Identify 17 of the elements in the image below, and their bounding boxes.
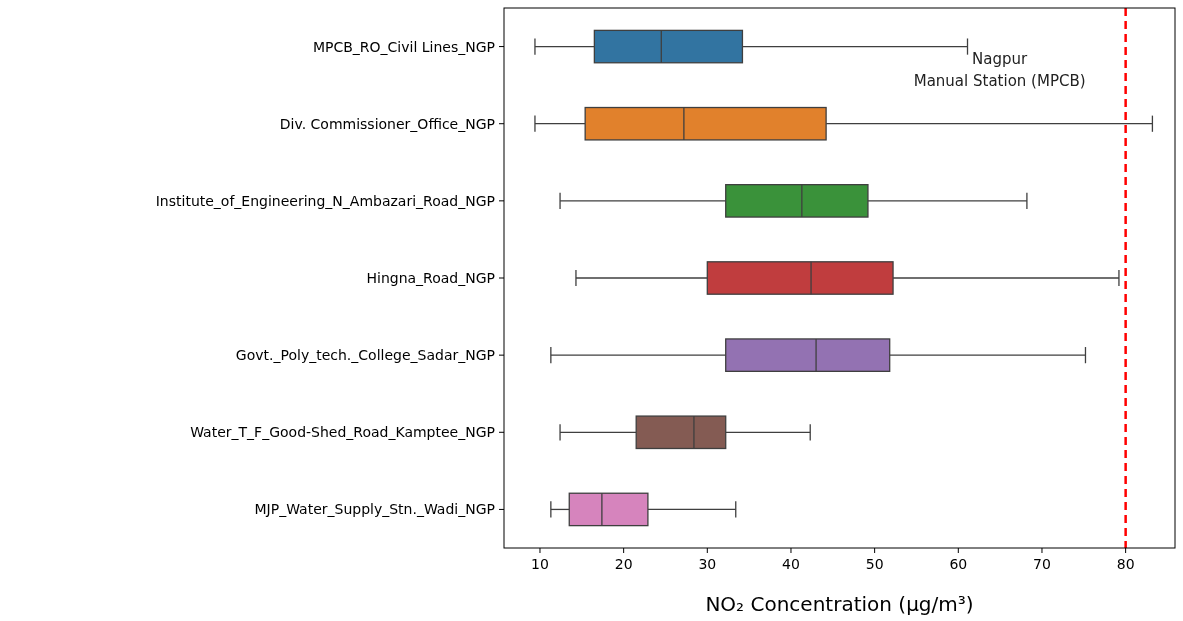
y-tick-label: MPCB_RO_Civil Lines_NGP <box>312 38 495 55</box>
x-tick-label: 60 <box>949 556 968 572</box>
y-tick-label: Water_T_F_Good-Shed_Road_Kamptee_NGP <box>190 424 495 441</box>
y-tick-label: MJP_Water_Supply_Stn._Wadi_NGP <box>254 501 495 518</box>
y-tick-label: Div. Commissioner_Office_NGP <box>279 115 495 132</box>
x-axis-title: NO₂ Concentration (μg/m³) <box>705 592 974 616</box>
ref-line-label: Nagpur Manual Station (MPCB) <box>913 50 1086 90</box>
x-tick-label: 50 <box>865 556 884 572</box>
y-tick-label: Institute_of_Engineering_N_Ambazari_Road_NGP <box>155 192 495 209</box>
x-tick-label: 40 <box>782 556 800 572</box>
y-tick-label: Govt._Poly_tech._College_Sadar_NGP <box>235 347 495 364</box>
x-tick-label: 70 <box>1033 556 1051 572</box>
x-tick-label: 10 <box>531 556 549 572</box>
x-tick-label: 30 <box>698 556 717 572</box>
x-tick-label: 80 <box>1116 556 1135 572</box>
x-tick-label: 20 <box>614 556 633 572</box>
y-tick-label: Hingna_Road_NGP <box>366 270 495 286</box>
